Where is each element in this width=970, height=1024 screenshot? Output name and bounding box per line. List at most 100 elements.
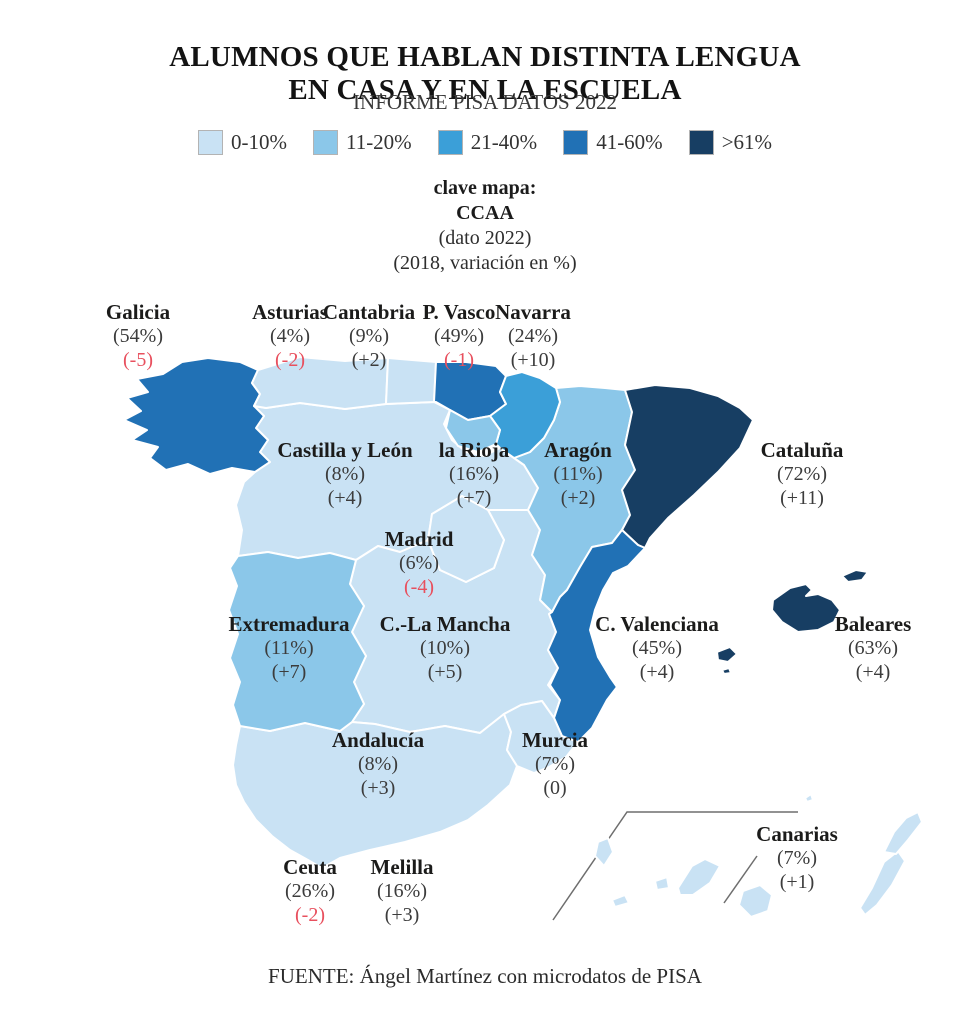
legend-item-0-10: 0-10% — [197, 130, 287, 155]
island-el-hierro — [611, 894, 630, 908]
region-shape-canarias — [594, 793, 923, 918]
island-menorca — [841, 569, 869, 583]
region-name: Murcia — [521, 728, 589, 752]
region-name: C. Valenciana — [595, 612, 719, 636]
region-value: (8%) — [325, 463, 365, 485]
region-name: Melilla — [370, 855, 434, 879]
region-change: (+2) — [560, 487, 596, 509]
region-name: Ceuta — [283, 855, 337, 879]
legend-item-21-40: 21-40% — [437, 130, 538, 155]
legend-label: 21-40% — [470, 130, 538, 154]
legend-label: >61% — [721, 130, 773, 154]
region-shape-murcia — [503, 700, 579, 774]
region-value: (16%) — [377, 880, 427, 902]
island-mallorca — [771, 583, 841, 633]
region-label-melilla: Melilla (16%) (+3) — [371, 855, 434, 927]
region-value: (26%) — [285, 880, 335, 902]
legend-swatch-0-10 — [197, 130, 223, 155]
region-label-cantabria: Cantabria (9%) (+2) — [323, 300, 415, 372]
region-value: (16%) — [449, 463, 499, 485]
region-name: la Rioja — [438, 438, 510, 462]
region-name: Baleares — [834, 612, 912, 636]
region-label-cataluna: Cataluña (72%) (+11) — [761, 438, 844, 510]
legend-swatch-21-40 — [437, 130, 463, 155]
region-shape-cataluna — [621, 384, 754, 549]
region-change: (+2) — [351, 349, 387, 371]
source-credit: FUENTE: Ángel Martínez con microdatos de… — [268, 964, 702, 988]
island-formentera — [721, 667, 732, 675]
island-la-palma — [594, 837, 614, 867]
region-label-asturias: Asturias (4%) (-2) — [252, 300, 328, 372]
region-change: (+3) — [384, 904, 420, 926]
island-tenerife — [677, 858, 721, 896]
region-change: (+4) — [639, 661, 675, 683]
island-la-gomera — [654, 876, 670, 891]
canarias-inset-border — [552, 811, 798, 921]
canarias-inset-divider — [723, 855, 758, 904]
region-name: Andalucía — [331, 728, 425, 752]
region-change: (+7) — [271, 661, 307, 683]
legend-label: 41-60% — [596, 130, 663, 154]
region-shape-navarra — [489, 371, 561, 459]
region-value: (10%) — [420, 637, 470, 659]
region-change: (-2) — [275, 349, 305, 371]
region-value: (9%) — [349, 325, 389, 347]
region-name: Aragón — [544, 438, 612, 462]
region-shape-asturias — [251, 356, 389, 410]
subtitle: INFORME PISA DATOS 2022 — [353, 90, 617, 114]
region-value: (54%) — [113, 325, 163, 347]
region-shape-la-rioja — [445, 409, 501, 453]
region-change: (0) — [543, 777, 567, 799]
region-value: (11%) — [553, 463, 603, 485]
legend-swatch-11-20 — [312, 130, 338, 155]
region-shape-baleares — [716, 569, 869, 675]
region-name: Cataluña — [760, 438, 844, 462]
region-name: C.-La Mancha — [379, 612, 511, 636]
region-change: (+3) — [360, 777, 396, 799]
region-label-castilla-y-leon: Castilla y León (8%) (+4) — [277, 438, 412, 510]
region-value: (7%) — [777, 847, 817, 869]
legend-item-61plus: >61% — [688, 130, 773, 155]
region-name: Asturias — [252, 300, 328, 324]
map-key: clave mapa: CCAA (dato 2022) (2018, vari… — [0, 176, 970, 276]
region-shape-galicia — [123, 357, 271, 475]
region-change: (-1) — [444, 349, 474, 371]
island-gran-canaria — [738, 884, 773, 918]
region-change: (+4) — [855, 661, 891, 683]
region-change: (+11) — [780, 487, 824, 509]
region-shape-c-valenciana — [547, 529, 646, 743]
region-name: Madrid — [384, 527, 454, 551]
region-name: P. Vasco — [422, 300, 496, 324]
island-ibiza — [716, 646, 738, 663]
map-key-line-2: CCAA — [456, 202, 514, 224]
legend-swatch-61plus — [688, 130, 714, 155]
map-key-line-4: (2018, variación en %) — [393, 252, 577, 274]
region-name: Castilla y León — [277, 438, 413, 462]
legend-label: 0-10% — [230, 130, 287, 154]
region-label-ceuta: Ceuta (26%) (-2) — [283, 855, 337, 927]
region-value: (63%) — [848, 637, 898, 659]
region-shape-andalucia — [232, 713, 518, 869]
region-value: (6%) — [399, 552, 439, 574]
region-value: (7%) — [535, 753, 575, 775]
region-name: Extremadura — [228, 612, 350, 636]
region-label-canarias: Canarias (7%) (+1) — [756, 822, 838, 894]
region-value: (8%) — [358, 753, 398, 775]
region-label-murcia: Murcia (7%) (0) — [522, 728, 588, 800]
region-label-extremadura: Extremadura (11%) (+7) — [229, 612, 350, 684]
region-change: (-2) — [295, 904, 325, 926]
region-label-madrid: Madrid (6%) (-4) — [385, 527, 454, 599]
island-fuerteventura — [859, 850, 906, 916]
region-change: (+10) — [510, 349, 556, 371]
region-change: (+1) — [779, 871, 815, 893]
title-line-1: ALUMNOS QUE HABLAN DISTINTA LENGUA — [169, 41, 801, 74]
legend-label: 11-20% — [345, 130, 412, 154]
color-legend: 0-10% 11-20% 21-40% 41-60% >61% — [0, 130, 970, 155]
region-value: (4%) — [270, 325, 310, 347]
region-label-c-valenciana: C. Valenciana (45%) (+4) — [595, 612, 719, 684]
page-title: ALUMNOS QUE HABLAN DISTINTA LENGUA EN CA… — [0, 41, 970, 107]
region-shape-extremadura — [228, 551, 367, 732]
legend-item-41-60: 41-60% — [563, 130, 663, 155]
island-islet — [804, 793, 814, 803]
region-change: (-4) — [404, 576, 434, 598]
